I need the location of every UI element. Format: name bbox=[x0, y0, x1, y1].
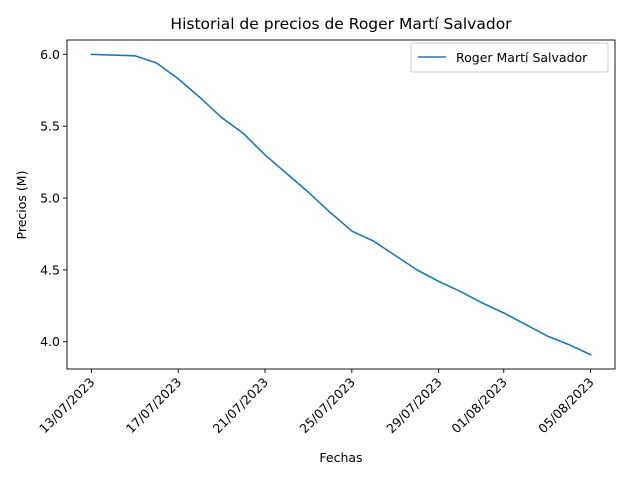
plot-area bbox=[66, 39, 616, 370]
x-axis-label: Fechas bbox=[319, 450, 362, 465]
y-tick-label: 5.5 bbox=[40, 119, 60, 134]
y-tick-label: 4.0 bbox=[40, 334, 60, 349]
y-axis-label: Precios (M) bbox=[14, 171, 29, 240]
series-line bbox=[90, 53, 592, 356]
y-tick-label: 5.0 bbox=[40, 191, 60, 206]
plot-frame bbox=[66, 39, 616, 370]
y-tick-label: 4.5 bbox=[40, 262, 60, 277]
legend: Roger Martí Salvador bbox=[410, 42, 609, 73]
legend-box bbox=[410, 42, 609, 73]
legend-label: Roger Martí Salvador bbox=[456, 50, 588, 65]
y-tick-label: 6.0 bbox=[40, 47, 60, 62]
chart-title: Historial de precios de Roger Martí Salv… bbox=[170, 15, 512, 33]
series-layer bbox=[90, 53, 592, 356]
y-axis: 4.0 4.5 5.0 5.5 6.0 bbox=[40, 47, 67, 349]
